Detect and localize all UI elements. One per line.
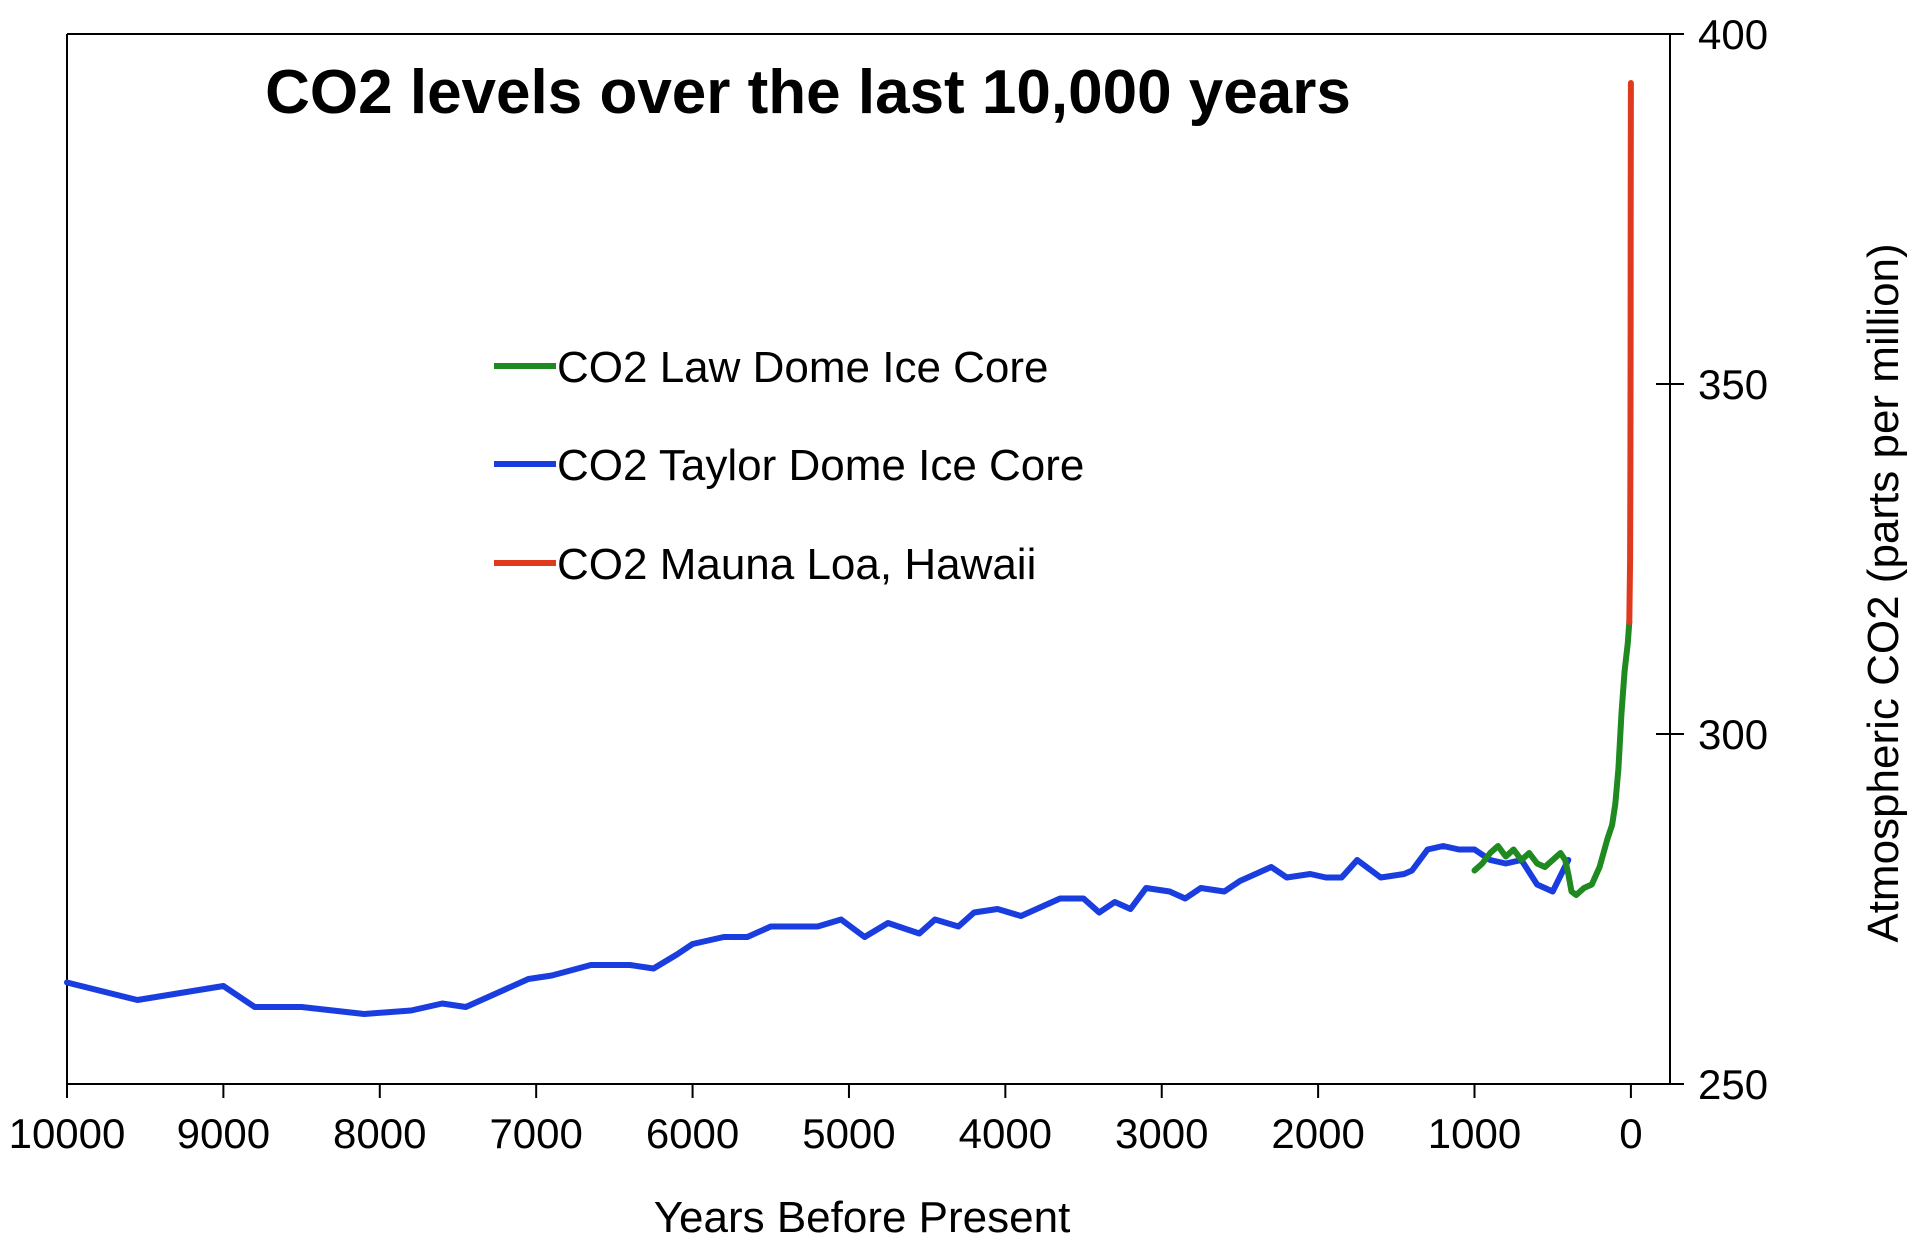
legend-label: CO2 Taylor Dome Ice Core <box>557 441 1084 490</box>
chart-title: CO2 levels over the last 10,000 years <box>265 58 1351 127</box>
x-tick-label: 8000 <box>333 1110 426 1157</box>
chart-series <box>64 80 1634 1017</box>
y-tick-label: 350 <box>1698 361 1768 408</box>
chart-legend: CO2 Law Dome Ice Core CO2 Taylor Dome Ice… <box>494 343 1084 589</box>
series-line-co2-taylor-dome-ice-core <box>64 843 1572 1017</box>
x-axis-title: Years Before Present <box>654 1193 1071 1240</box>
x-tick-label: 10000 <box>9 1110 126 1157</box>
chart-axes: 10000 9000 8000 7000 6000 5000 4000 3000 2000 100… <box>9 11 1768 1157</box>
y-tick-label: 300 <box>1698 711 1768 758</box>
legend-label: CO2 Law Dome Ice Core <box>557 343 1049 392</box>
x-tick-label: 2000 <box>1271 1110 1364 1157</box>
x-tick-label: 5000 <box>802 1110 895 1157</box>
y-axis-title: Atmospheric CO2 (parts per million) <box>1859 243 1908 942</box>
series-line-co2-law-dome-ice-core <box>1471 619 1633 898</box>
x-tick-label: 3000 <box>1115 1110 1208 1157</box>
x-tick-label: 4000 <box>959 1110 1052 1157</box>
x-tick-label: 7000 <box>489 1110 582 1157</box>
legend-label: CO2 Mauna Loa, Hawaii <box>557 540 1036 589</box>
x-tick-label: 9000 <box>177 1110 270 1157</box>
series-line-co2-mauna-loa-hawaii <box>1626 80 1634 625</box>
y-tick-label: 250 <box>1698 1061 1768 1108</box>
x-tick-label: 1000 <box>1428 1110 1521 1157</box>
x-tick-label: 0 <box>1619 1110 1642 1157</box>
y-tick-label: 400 <box>1698 11 1768 58</box>
x-tick-label: 6000 <box>646 1110 739 1157</box>
